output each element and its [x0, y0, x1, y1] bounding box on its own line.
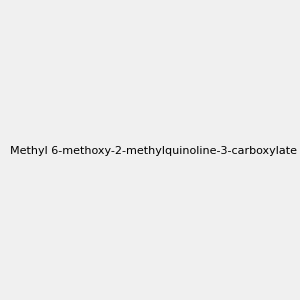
- Text: Methyl 6-methoxy-2-methylquinoline-3-carboxylate: Methyl 6-methoxy-2-methylquinoline-3-car…: [10, 146, 297, 157]
